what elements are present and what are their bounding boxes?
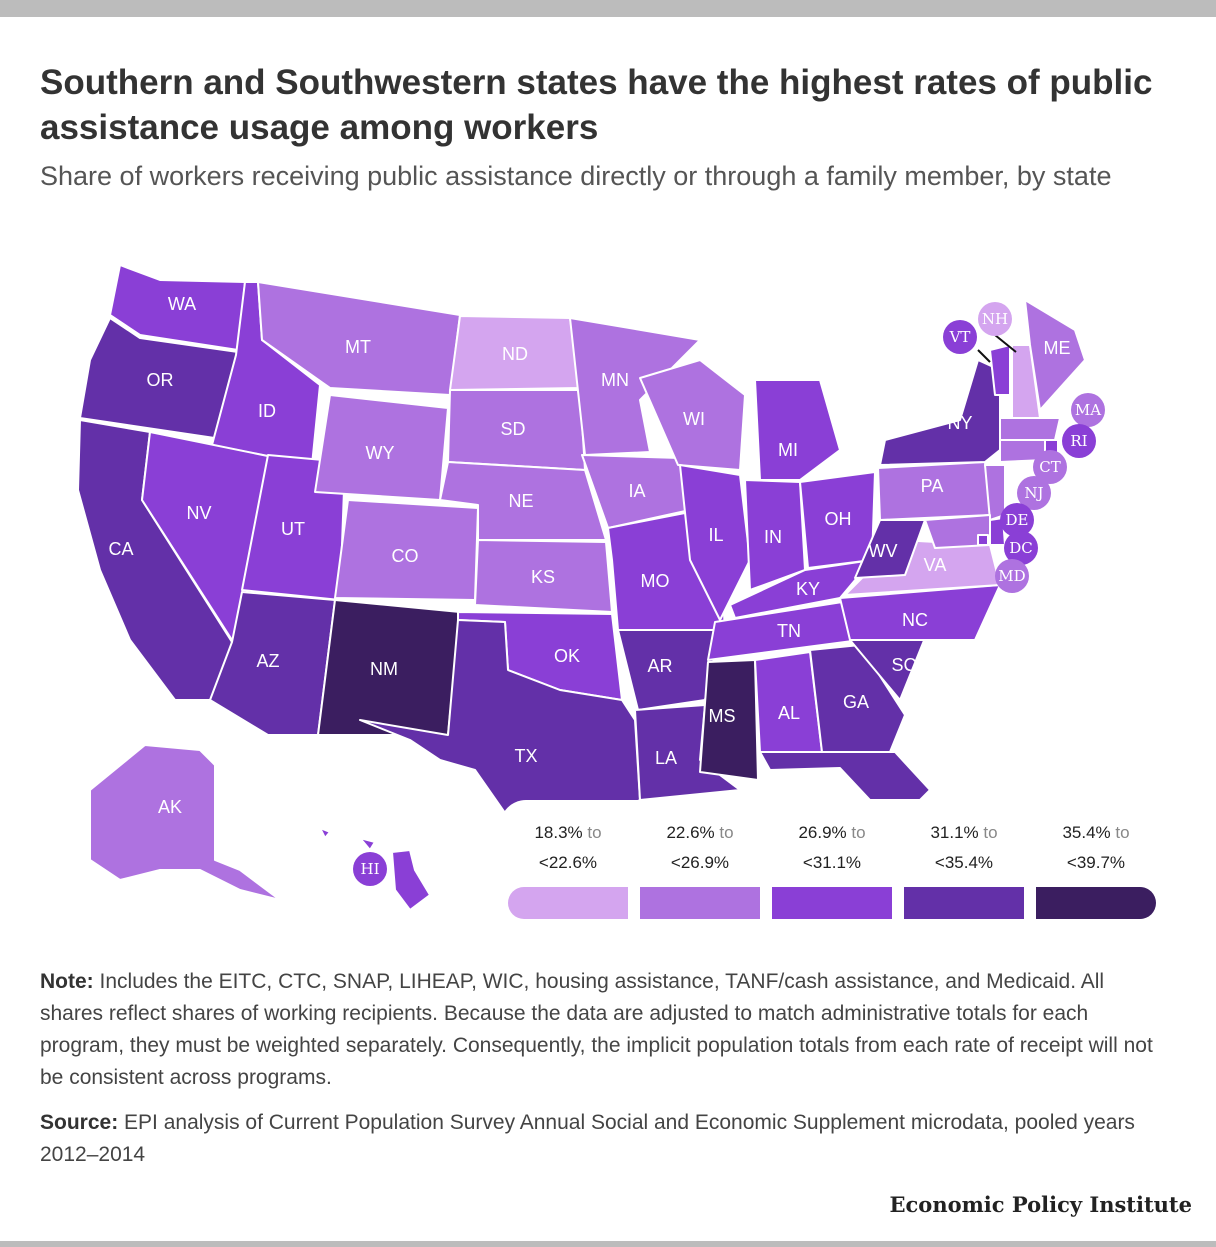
state-label-mo: MO (641, 571, 670, 591)
state-label-vt: VT (949, 328, 971, 346)
state-il (679, 464, 751, 621)
state-mt (257, 281, 461, 396)
state-marker-nj (1017, 476, 1051, 510)
state-ms (699, 659, 759, 781)
source: Source: EPI analysis of Current Populati… (40, 1111, 1135, 1166)
state-label-wi: WI (683, 409, 705, 429)
state-label-wy: WY (366, 443, 395, 463)
bottom-border (0, 1241, 1216, 1247)
callout-line (994, 334, 1017, 353)
state-label-co: CO (392, 546, 419, 566)
top-border (0, 0, 1216, 17)
state-label-mn: MN (601, 370, 629, 390)
state-fl (759, 751, 931, 801)
state-label-la: LA (655, 748, 677, 768)
state-md (924, 514, 991, 549)
state-label-mt: MT (345, 337, 371, 357)
state-label-va: VA (924, 555, 947, 575)
state-label-md: MD (998, 567, 1025, 585)
state-label-hi: HI (360, 860, 379, 878)
note: Note: Includes the EITC, CTC, SNAP, LIHE… (40, 970, 1153, 1089)
state-hi (319, 827, 431, 911)
callout-line (977, 349, 991, 363)
chart-title: Southern and Southwestern states have th… (40, 63, 1153, 147)
state-vt (989, 344, 1011, 396)
state-label-dc: DC (1009, 539, 1033, 557)
state-label-ky: KY (796, 579, 820, 599)
state-label-ca: CA (108, 539, 133, 559)
state-marker-ma (1071, 393, 1105, 427)
state-label-nd: ND (502, 344, 528, 364)
chart-subtitle: Share of workers receiving public assist… (40, 161, 1112, 191)
state-label-ak: AK (158, 797, 182, 817)
state-label-tn: TN (777, 621, 801, 641)
state-marker-hi (353, 852, 387, 886)
state-label-ny: NY (947, 413, 972, 433)
state-label-nm: NM (370, 659, 398, 679)
state-label-pa: PA (921, 476, 944, 496)
state-label-ar: AR (647, 656, 672, 676)
legend-item-1: 18.3% to <22.6% (534, 823, 602, 872)
state-marker-vt (943, 320, 977, 354)
legend-item-2: 22.6% to <26.9% (666, 823, 734, 872)
state-label-mi: MI (778, 440, 798, 460)
state-label-ut: UT (281, 519, 305, 539)
state-mn (569, 317, 701, 456)
state-label-il: IL (708, 525, 723, 545)
state-label-nh: NH (982, 310, 1008, 328)
state-marker-ct (1033, 450, 1067, 484)
state-label-id: ID (258, 401, 276, 421)
state-label-wv: WV (869, 541, 898, 561)
state-ma (999, 417, 1061, 441)
state-marker-de (1000, 503, 1034, 537)
state-label-ct: CT (1039, 458, 1060, 476)
state-label-wa: WA (168, 294, 196, 314)
state-mi (754, 379, 841, 481)
us-choropleth-map: WA OR CA ID NV UT AZ MT WY CO NM ND SD NE KS OK TX MN IA MO… (77, 264, 1105, 911)
legend-item-4: 31.1% to <35.4% (930, 823, 998, 872)
legend-item-3: 26.9% to <31.1% (798, 823, 866, 872)
legend-swatch-3 (772, 887, 892, 919)
legend-swatch-2 (640, 887, 760, 919)
state-label-ma: MA (1075, 401, 1101, 419)
state-label-ok: OK (554, 646, 580, 666)
legend-item-5: 35.4% to <39.7% (1062, 823, 1130, 872)
state-label-ia: IA (628, 481, 645, 501)
legend: 18.3% to <22.6% 22.6% to <26.9% 26.9% to… (500, 800, 1175, 945)
state-marker-md (995, 559, 1029, 593)
state-label-nc: NC (902, 610, 928, 630)
state-label-sc: SC (891, 655, 916, 675)
state-label-in: IN (764, 527, 782, 547)
state-ga (809, 644, 906, 753)
state-label-de: DE (1006, 511, 1029, 529)
state-label-or: OR (147, 370, 174, 390)
state-label-al: AL (778, 703, 800, 723)
legend-swatch-5 (1036, 887, 1156, 919)
state-ak (89, 744, 281, 901)
state-label-ks: KS (531, 567, 555, 587)
state-dc (977, 534, 989, 546)
state-label-me: ME (1044, 338, 1071, 358)
state-label-nj: NJ (1024, 484, 1043, 502)
state-label-az: AZ (256, 651, 279, 671)
state-label-ri: RI (1070, 432, 1087, 450)
state-ky (729, 559, 873, 619)
state-marker-ri (1062, 424, 1096, 458)
state-label-tx: TX (514, 746, 537, 766)
state-label-oh: OH (825, 509, 852, 529)
state-label-sd: SD (500, 419, 525, 439)
state-marker-nh (978, 302, 1012, 336)
legend-swatch-4 (904, 887, 1024, 919)
legend-swatch-1 (508, 887, 628, 919)
state-label-ms: MS (709, 706, 736, 726)
brand-logo: Economic Policy Institute (889, 1192, 1192, 1217)
state-ks (474, 539, 613, 613)
state-me (1024, 299, 1086, 411)
state-marker-dc (1004, 531, 1038, 565)
state-wi (639, 359, 746, 471)
state-ny (879, 359, 1001, 466)
state-label-nv: NV (186, 503, 211, 523)
state-label-ne: NE (508, 491, 533, 511)
state-label-ga: GA (843, 692, 869, 712)
